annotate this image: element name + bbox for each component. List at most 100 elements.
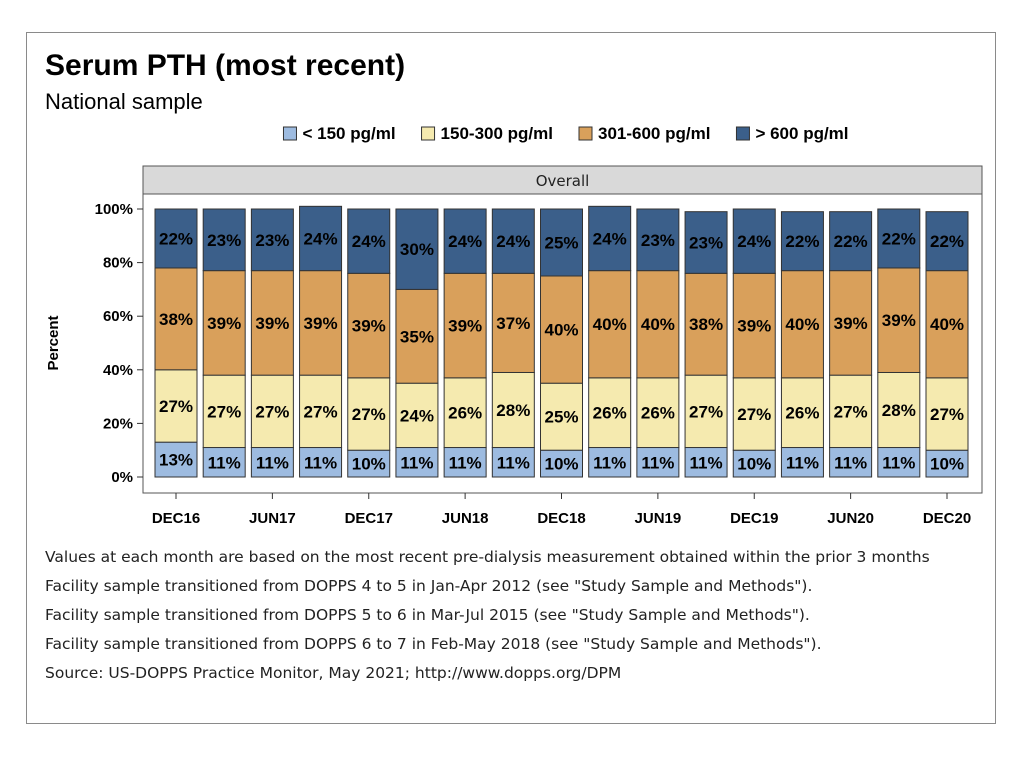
bar-segment bbox=[540, 275, 583, 384]
legend-swatch bbox=[421, 126, 436, 141]
bar-segment bbox=[636, 208, 680, 272]
bar-segment bbox=[877, 208, 921, 269]
legend-label: 150-300 pg/ml bbox=[441, 124, 553, 143]
bar-value-label: 30% bbox=[400, 240, 434, 259]
bar-segment bbox=[154, 208, 198, 269]
bar-value-label: 24% bbox=[737, 232, 771, 251]
bar-segment bbox=[684, 272, 728, 376]
bar-segment bbox=[202, 374, 246, 449]
bar-segment bbox=[684, 374, 728, 449]
bar-segment bbox=[491, 208, 535, 274]
bar-value-label: 22% bbox=[930, 232, 964, 251]
bar-segment bbox=[299, 270, 343, 376]
bar-segment bbox=[684, 211, 728, 274]
bar-value-label: 22% bbox=[882, 229, 916, 248]
footnote: Facility sample transitioned from DOPPS … bbox=[45, 577, 813, 595]
bar-value-label: 11% bbox=[593, 453, 626, 472]
bar-value-label: 27% bbox=[207, 402, 241, 421]
bar-value-label: 10% bbox=[544, 455, 578, 474]
x-tick-label: JUN20 bbox=[827, 510, 874, 527]
bar-value-label: 26% bbox=[448, 404, 482, 423]
x-tick-label: JUN18 bbox=[442, 510, 489, 527]
x-tick-label: DEC19 bbox=[730, 510, 778, 527]
bar-segment bbox=[250, 208, 294, 272]
bar-value-label: 40% bbox=[641, 315, 675, 334]
bar-segment bbox=[395, 288, 439, 384]
bar-value-label: 13% bbox=[159, 451, 193, 470]
bar-segment bbox=[780, 270, 824, 379]
footnote: Values at each month are based on the mo… bbox=[45, 548, 930, 566]
footnotes: Values at each month are based on the mo… bbox=[45, 547, 980, 692]
plot-area bbox=[142, 193, 983, 494]
bar-value-label: 22% bbox=[785, 232, 819, 251]
bar-segment bbox=[684, 447, 728, 478]
bar-value-label: 11% bbox=[256, 453, 289, 472]
bar-value-label: 28% bbox=[496, 401, 530, 420]
bar-segment bbox=[250, 374, 294, 449]
bar-value-label: 11% bbox=[690, 453, 723, 472]
bar-value-label: 39% bbox=[737, 317, 771, 336]
bar-segment bbox=[780, 211, 824, 272]
x-tick-label: DEC18 bbox=[537, 510, 585, 527]
bar-segment bbox=[491, 447, 535, 478]
bar-segment bbox=[732, 377, 776, 451]
bar-segment bbox=[443, 377, 487, 449]
bar-segment bbox=[347, 208, 391, 274]
y-tick-label: 60% bbox=[103, 308, 133, 325]
bar-value-label: 39% bbox=[255, 314, 289, 333]
bar-segment bbox=[202, 208, 246, 272]
bar-value-label: 39% bbox=[882, 311, 916, 330]
bar-segment bbox=[636, 377, 680, 449]
bar-value-label: 40% bbox=[785, 315, 819, 334]
bar-segment bbox=[540, 449, 583, 478]
bar-value-label: 10% bbox=[352, 455, 386, 474]
bar-value-label: 11% bbox=[400, 453, 433, 472]
bar-value-label: 26% bbox=[593, 404, 627, 423]
bar-value-label: 10% bbox=[930, 455, 964, 474]
footnote-source: Source: US-DOPPS Practice Monitor, May 2… bbox=[45, 664, 622, 682]
y-tick-label: 40% bbox=[103, 362, 133, 379]
bar-segment bbox=[588, 377, 632, 449]
bar-value-label: 25% bbox=[544, 234, 578, 253]
x-tick-label: DEC16 bbox=[152, 510, 200, 527]
legend-swatch bbox=[578, 126, 593, 141]
legend-swatch bbox=[282, 126, 297, 141]
bar-value-label: 40% bbox=[593, 315, 627, 334]
bar-value-label: 39% bbox=[304, 314, 338, 333]
bar-segment bbox=[347, 272, 391, 379]
bar-segment bbox=[299, 447, 343, 478]
bar-segment bbox=[540, 208, 583, 277]
x-tick-label: JUN19 bbox=[635, 510, 682, 527]
bar-segment bbox=[395, 208, 439, 290]
bar-value-label: 27% bbox=[304, 402, 338, 421]
bar-value-label: 23% bbox=[641, 231, 675, 250]
bar-segment bbox=[636, 270, 680, 379]
bar-value-label: 39% bbox=[448, 317, 482, 336]
bar-segment bbox=[829, 211, 873, 272]
footnote: Facility sample transitioned from DOPPS … bbox=[45, 606, 810, 624]
bar-value-label: 24% bbox=[496, 232, 530, 251]
bar-segment bbox=[877, 371, 921, 449]
bar-segment bbox=[347, 449, 391, 478]
bar-value-label: 11% bbox=[497, 453, 530, 472]
y-tick-label: 80% bbox=[103, 255, 133, 272]
bar-segment bbox=[925, 377, 969, 451]
bar-segment bbox=[732, 272, 776, 379]
bar-value-label: 11% bbox=[834, 453, 867, 472]
bar-segment bbox=[347, 377, 391, 451]
bar-value-label: 26% bbox=[641, 404, 675, 423]
bar-value-label: 24% bbox=[593, 229, 627, 248]
bar-value-label: 11% bbox=[304, 453, 337, 472]
bar-value-label: 27% bbox=[255, 402, 289, 421]
bar-value-label: 40% bbox=[930, 315, 964, 334]
y-tick-label: 0% bbox=[111, 469, 133, 486]
bar-segment bbox=[925, 211, 969, 272]
bar-value-label: 27% bbox=[737, 405, 771, 424]
bar-value-label: 22% bbox=[834, 232, 868, 251]
bar-value-label: 23% bbox=[255, 231, 289, 250]
bar-value-label: 37% bbox=[496, 314, 530, 333]
x-tick-label: JUN17 bbox=[249, 510, 296, 527]
bar-value-label: 24% bbox=[304, 229, 338, 248]
y-tick-label: 100% bbox=[95, 201, 133, 218]
bar-segment bbox=[299, 205, 343, 272]
